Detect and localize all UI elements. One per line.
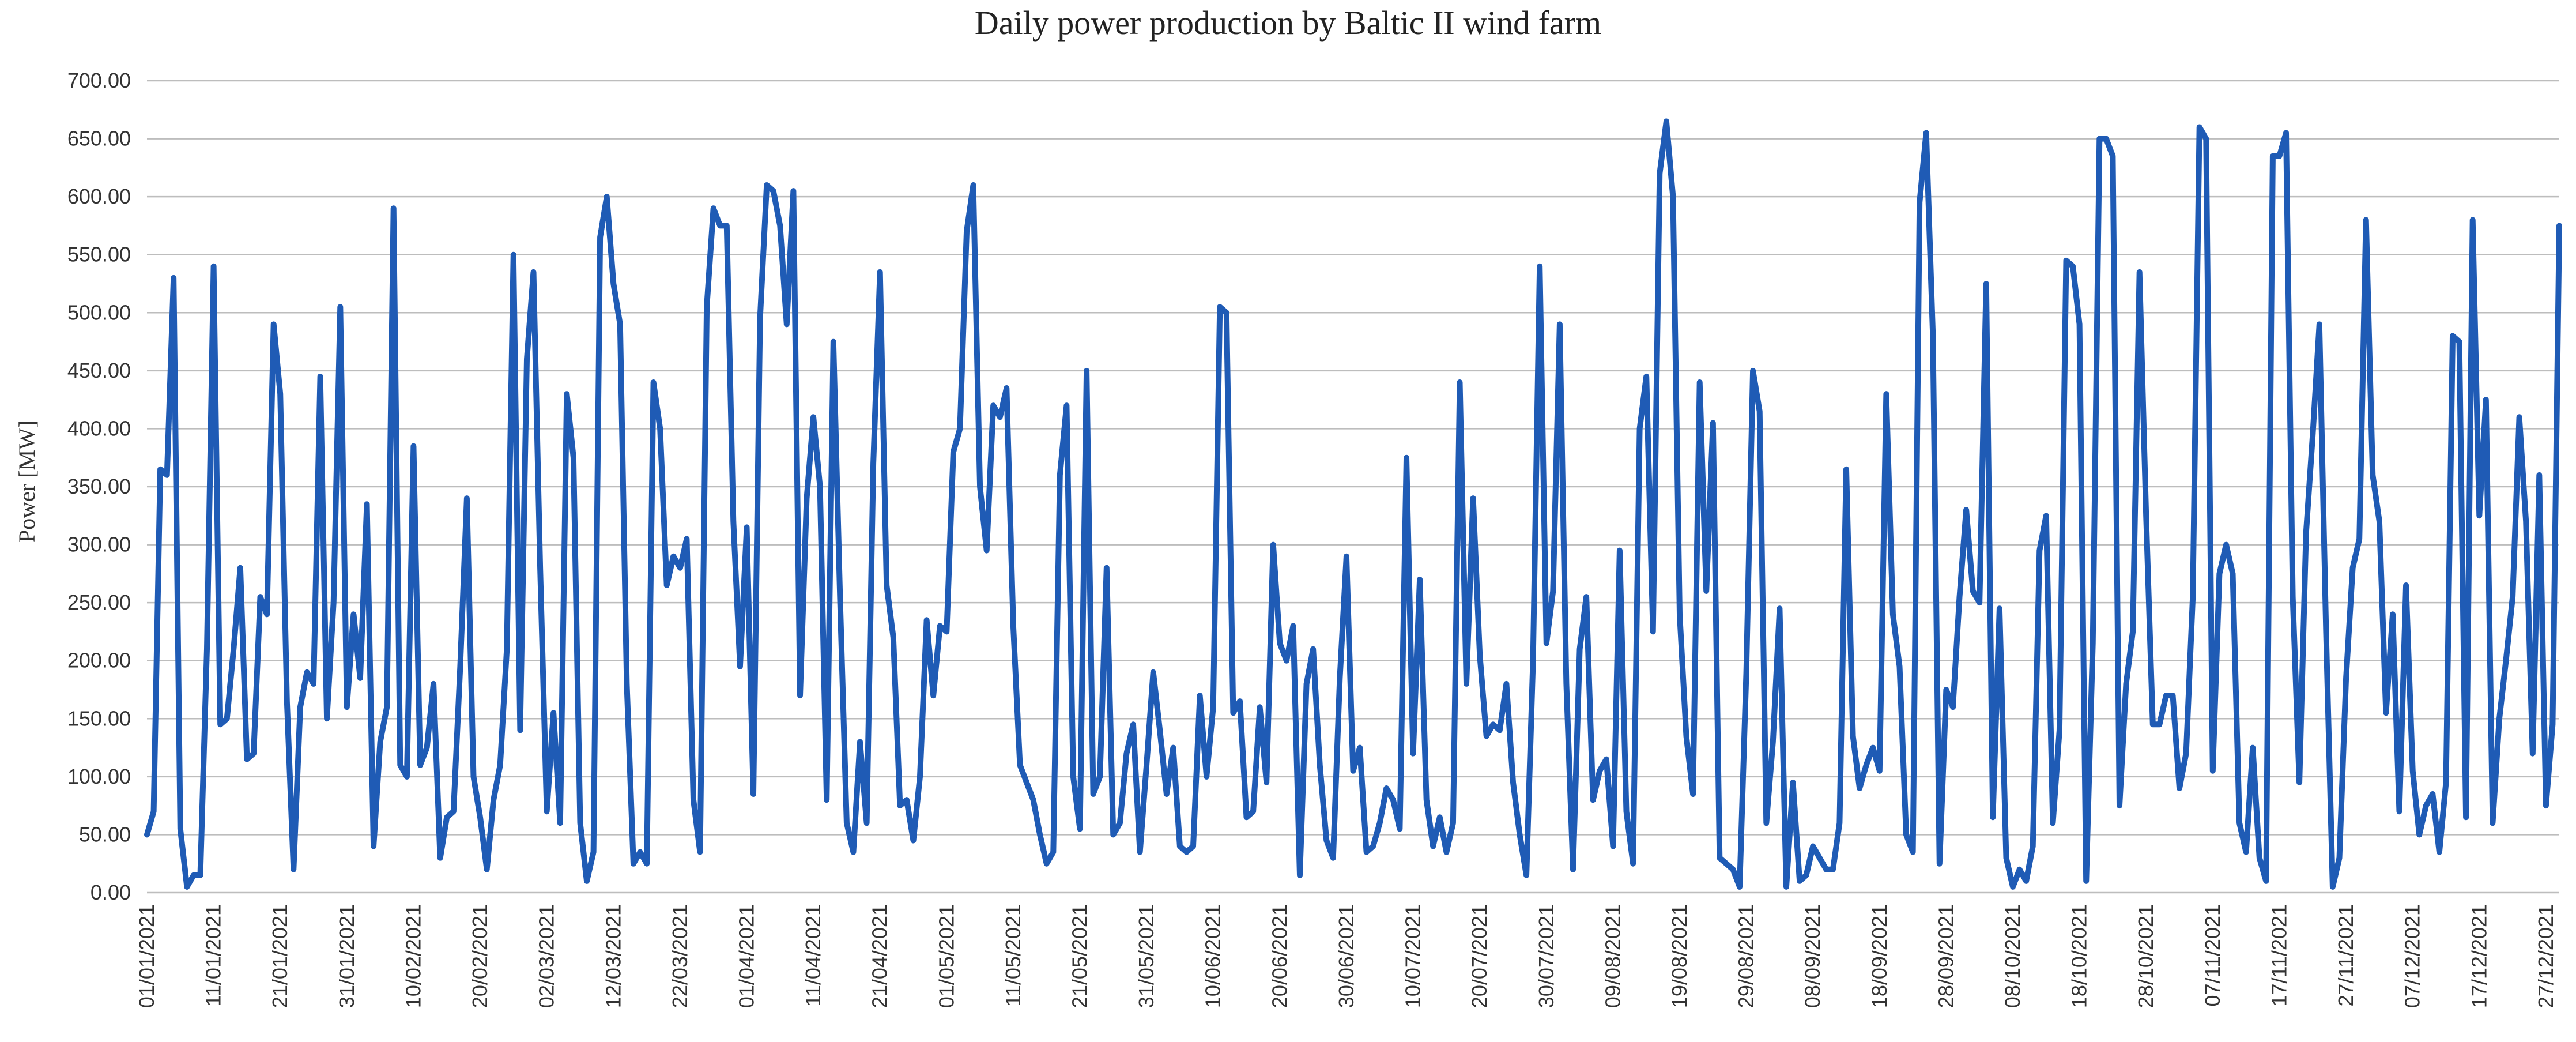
y-tick-label: 250.00 <box>67 590 131 614</box>
y-tick-label: 300.00 <box>67 533 131 556</box>
x-tick-label: 12/03/2021 <box>601 904 625 1008</box>
x-tick-label: 28/09/2021 <box>1934 904 1958 1008</box>
x-tick-labels: 01/01/2021 11/01/2021 21/01/2021 31/01/2021… <box>135 904 2558 1008</box>
x-tick-label: 01/04/2021 <box>735 904 759 1008</box>
data-line-group <box>144 118 2562 890</box>
x-tick-label: 20/07/2021 <box>1468 904 1491 1008</box>
x-tick-label: 07/11/2021 <box>2201 904 2224 1007</box>
x-tick-label: 10/02/2021 <box>401 904 425 1008</box>
x-tick-label: 29/08/2021 <box>1734 904 1758 1008</box>
x-tick-label: 22/03/2021 <box>668 904 692 1008</box>
x-tick-label: 11/05/2021 <box>1001 904 1025 1007</box>
y-tick-label: 150.00 <box>67 706 131 730</box>
x-tick-label: 18/09/2021 <box>1868 904 1891 1008</box>
x-tick-label: 18/10/2021 <box>2068 904 2091 1008</box>
x-tick-label: 01/01/2021 <box>135 904 159 1008</box>
y-tick-labels: 0.00 50.00 100.00 150.00 200.00 250.00 300.00 3… <box>67 69 131 904</box>
y-tick-label: 100.00 <box>67 765 131 788</box>
x-tick-label: 28/10/2021 <box>2134 904 2158 1008</box>
x-tick-label: 30/07/2021 <box>1534 904 1558 1008</box>
x-tick-label: 21/01/2021 <box>268 904 292 1008</box>
y-tick-label: 450.00 <box>67 359 131 382</box>
y-axis-label: Power [MW] <box>14 420 40 543</box>
y-tick-label: 350.00 <box>67 475 131 498</box>
y-tick-label: 550.00 <box>67 243 131 266</box>
x-tick-label: 08/10/2021 <box>2001 904 2024 1008</box>
y-tick-label: 400.00 <box>67 416 131 440</box>
x-tick-label: 27/11/2021 <box>2334 904 2358 1007</box>
x-tick-label: 30/06/2021 <box>1334 904 1358 1008</box>
y-tick-label: 600.00 <box>67 185 131 208</box>
x-tick-label: 11/01/2021 <box>202 904 225 1007</box>
y-tick-label: 650.00 <box>67 127 131 151</box>
x-tick-label: 07/12/2021 <box>2401 904 2424 1008</box>
series-line-power <box>144 118 2562 890</box>
y-tick-label: 200.00 <box>67 649 131 672</box>
x-tick-label: 08/09/2021 <box>1801 904 1824 1008</box>
x-tick-label: 21/05/2021 <box>1068 904 1092 1008</box>
x-tick-label: 27/12/2021 <box>2534 904 2558 1008</box>
x-tick-label: 09/08/2021 <box>1601 904 1624 1008</box>
chart-title: Daily power production by Baltic II wind… <box>974 4 1602 42</box>
x-tick-label: 10/06/2021 <box>1201 904 1225 1008</box>
y-tick-label: 700.00 <box>67 69 131 92</box>
x-tick-label: 17/12/2021 <box>2467 904 2491 1008</box>
x-tick-label: 01/05/2021 <box>934 904 958 1008</box>
x-tick-label: 17/11/2021 <box>2267 904 2291 1007</box>
x-tick-label: 02/03/2021 <box>535 904 559 1008</box>
x-tick-label: 31/01/2021 <box>335 904 359 1008</box>
x-tick-label: 10/07/2021 <box>1401 904 1425 1008</box>
y-tick-label: 500.00 <box>67 300 131 324</box>
x-tick-label: 11/04/2021 <box>801 904 825 1007</box>
x-tick-label: 20/06/2021 <box>1268 904 1291 1008</box>
x-tick-label: 19/08/2021 <box>1668 904 1691 1008</box>
y-tick-label: 0.00 <box>90 881 131 904</box>
x-tick-label: 20/02/2021 <box>468 904 492 1008</box>
y-tick-label: 50.00 <box>79 822 131 846</box>
x-tick-label: 21/04/2021 <box>868 904 892 1008</box>
x-tick-label: 31/05/2021 <box>1134 904 1158 1008</box>
